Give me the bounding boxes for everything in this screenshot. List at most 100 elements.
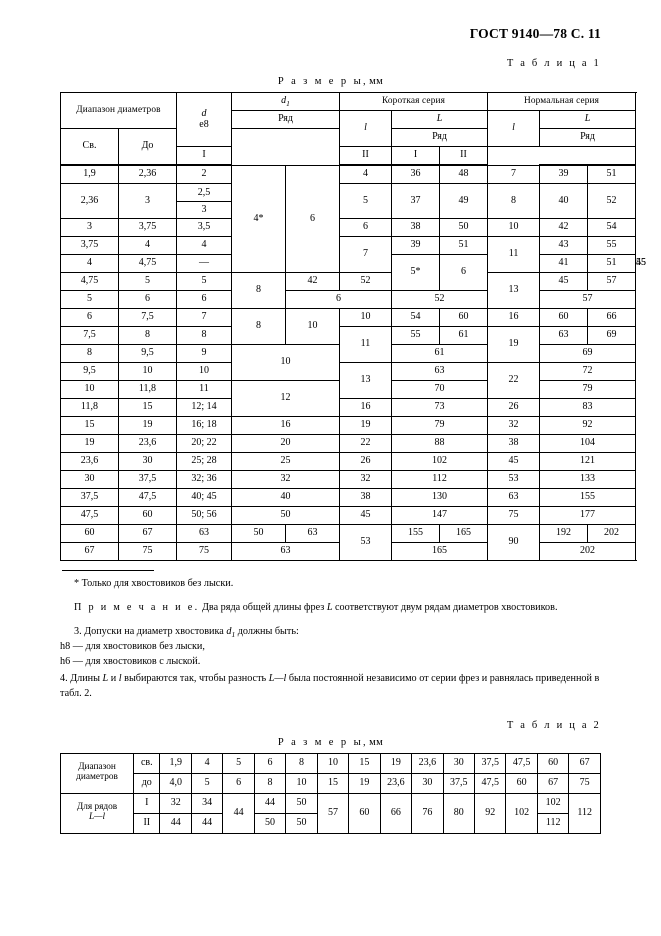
cell-normal-l: 45 <box>487 452 541 471</box>
table2-do-value: 47,5 <box>473 772 507 794</box>
cell-do: 4,75 <box>118 254 177 273</box>
cell-do: 67 <box>118 524 177 543</box>
cell-do: 7,5 <box>118 308 177 327</box>
cell-d: 2,5 3 <box>176 183 232 219</box>
cell-normal-L-II: 57 <box>587 272 637 291</box>
cell-normal-L-I: 192 <box>539 524 589 543</box>
table2-caption: Т а б л и ц а 2 <box>506 719 601 731</box>
table-row: 19 23,6 20; 22 20 22 88 38 104 <box>60 434 637 453</box>
th-short-l: l <box>339 110 392 147</box>
cell-normal-l: 19 <box>487 326 541 363</box>
cell-d-b: 3 <box>201 204 207 215</box>
cell-d1-I: 5* <box>391 254 440 291</box>
cell-d: 6 <box>176 290 232 309</box>
cell-do: 19 <box>118 416 177 435</box>
table-row: 1,9 2,36 2 4* 6 4 36 48 7 39 51 <box>60 165 637 273</box>
cell-sv: 5 <box>60 290 119 309</box>
primechanie-text: Два ряда общей длины фрез L соответствую… <box>199 601 558 613</box>
footnote-text: * Только для хвостовиков без лыски. <box>74 578 234 589</box>
table2-value-II: 50 <box>253 812 287 834</box>
cell-normal-L-II: 52 <box>587 183 637 219</box>
cell-do: 60 <box>118 506 177 525</box>
cell-normal-L-merged: 202 <box>539 542 637 561</box>
table2-sv-value: 15 <box>348 752 381 774</box>
table-row: 30 37,5 32; 36 32 32 112 53 133 <box>60 470 637 489</box>
cell-d1-I: 50 <box>231 524 286 543</box>
table2-do-value: 23,6 <box>379 772 413 794</box>
cell-short-L-I: 155 <box>391 524 440 543</box>
table2-do-value: 8 <box>253 772 287 794</box>
cell-normal-L-I: 42 <box>539 218 589 237</box>
th-short-L: L <box>390 110 489 129</box>
table-row: 3,75 4 4 7 39 51 11 43 55 <box>60 236 637 273</box>
table1-caption: Т а б л и ц а 1 <box>506 58 601 69</box>
table2-sv-value: 4 <box>190 752 224 774</box>
table-row: 4 4,75—5* 6 41 51 45 55 <box>60 254 646 291</box>
cell-do: 23,6 <box>118 434 177 453</box>
cell-normal-L-merged: 133 <box>539 470 637 489</box>
cell-short-L-II: 165 <box>438 524 489 543</box>
table2-value-II: 44 <box>159 812 192 834</box>
th-sv: Св. <box>60 128 119 165</box>
cell-d: 9 <box>176 344 232 363</box>
cell-do: 5 <box>118 272 177 291</box>
cell-normal-l: 8 <box>487 183 541 219</box>
cell-normal-L-I: 63 <box>539 326 589 345</box>
cell-short-l: 26 <box>339 452 392 471</box>
note-4-text: 4. Длины L и l выбираются так, чтобы раз… <box>60 673 600 699</box>
cell-do: 11,8 <box>118 380 177 399</box>
cell-sv: 60 <box>60 524 119 543</box>
table2-roman-I: I <box>133 792 161 814</box>
cell-normal-L-merged: 155 <box>539 488 637 507</box>
cell-normal-l: 10 <box>487 218 541 237</box>
cell-normal-L-II: 66 <box>587 308 637 327</box>
table2-body: Диапазон диаметров св. 1,9 4 5 6 8 10 15 19 23,6 30 3… <box>59 752 601 834</box>
cell-sv: 10 <box>60 380 119 399</box>
table2-value-I: 102 <box>536 792 570 814</box>
cell-short-L-merged: 73 <box>390 398 489 417</box>
table-row: 47,5 60 50; 56 50 45 147 75 177 <box>60 506 637 525</box>
cell-sv: 7,5 <box>60 326 119 345</box>
cell-d1-merged: 16 <box>231 416 340 435</box>
cell-sv: 19 <box>60 434 119 453</box>
cell-normal-L-I: 43 <box>539 236 589 255</box>
cell-do: 4 <box>118 236 177 255</box>
cell-d1-II: 6 <box>285 165 340 273</box>
table2-value-I: 112 <box>568 792 601 834</box>
cell-normal-L-I: 60 <box>539 308 589 327</box>
range-label-line2: диаметров <box>76 772 118 783</box>
table2-do-value: 15 <box>316 772 350 794</box>
cell-short-L-merged: 79 <box>390 416 489 435</box>
table2-sv-value: 23,6 <box>411 752 444 774</box>
cell-short-l: 32 <box>339 470 392 489</box>
table1-head: Диапазон диаметров d e8 d1 Короткая сери… <box>60 92 637 166</box>
cell-normal-l: 7 <box>487 165 541 184</box>
footnote-rule <box>62 570 154 571</box>
table-row: 9,5 10 10 13 63 22 72 <box>60 362 637 399</box>
cell-normal-L-II: 51 <box>587 165 637 184</box>
cell-short-L-merged: 130 <box>390 488 489 507</box>
cell-d: 12; 14 <box>176 398 232 417</box>
cell-short-l: 10 <box>339 308 392 327</box>
cell-d: 4 <box>176 236 232 255</box>
table2-sv-value: 5 <box>222 752 255 774</box>
cell-d1-II: 63 <box>285 524 340 543</box>
cell-short-L-II: 60 <box>438 308 489 327</box>
cell-d1-merged: 50 <box>231 506 340 525</box>
cell-d1-merged: 25 <box>231 452 340 471</box>
cell-d1-I: 4* <box>231 165 286 273</box>
cell-normal-L-merged: 92 <box>539 416 637 435</box>
th-normal-L: L <box>539 110 637 129</box>
cell-short-L-II: 49 <box>438 183 489 219</box>
cell-normal-L-merged: 177 <box>539 506 637 525</box>
cell-short-L-II: 52 <box>339 272 392 291</box>
note-3-line1: 3. Допуски на диаметр хвостовика d1 долж… <box>74 625 299 639</box>
table-row: 5 6 6 6 52 57 <box>60 290 637 309</box>
primechanie: П р и м е ч а н и е. Два ряда общей длин… <box>60 601 601 616</box>
primechanie-label: П р и м е ч а н и е. <box>74 601 200 613</box>
table2-value-I: 34 <box>190 792 224 814</box>
th-normal-series: Нормальная серия <box>487 92 637 111</box>
table2-do-label: до <box>133 772 161 794</box>
cell-do: 75 <box>118 542 177 561</box>
